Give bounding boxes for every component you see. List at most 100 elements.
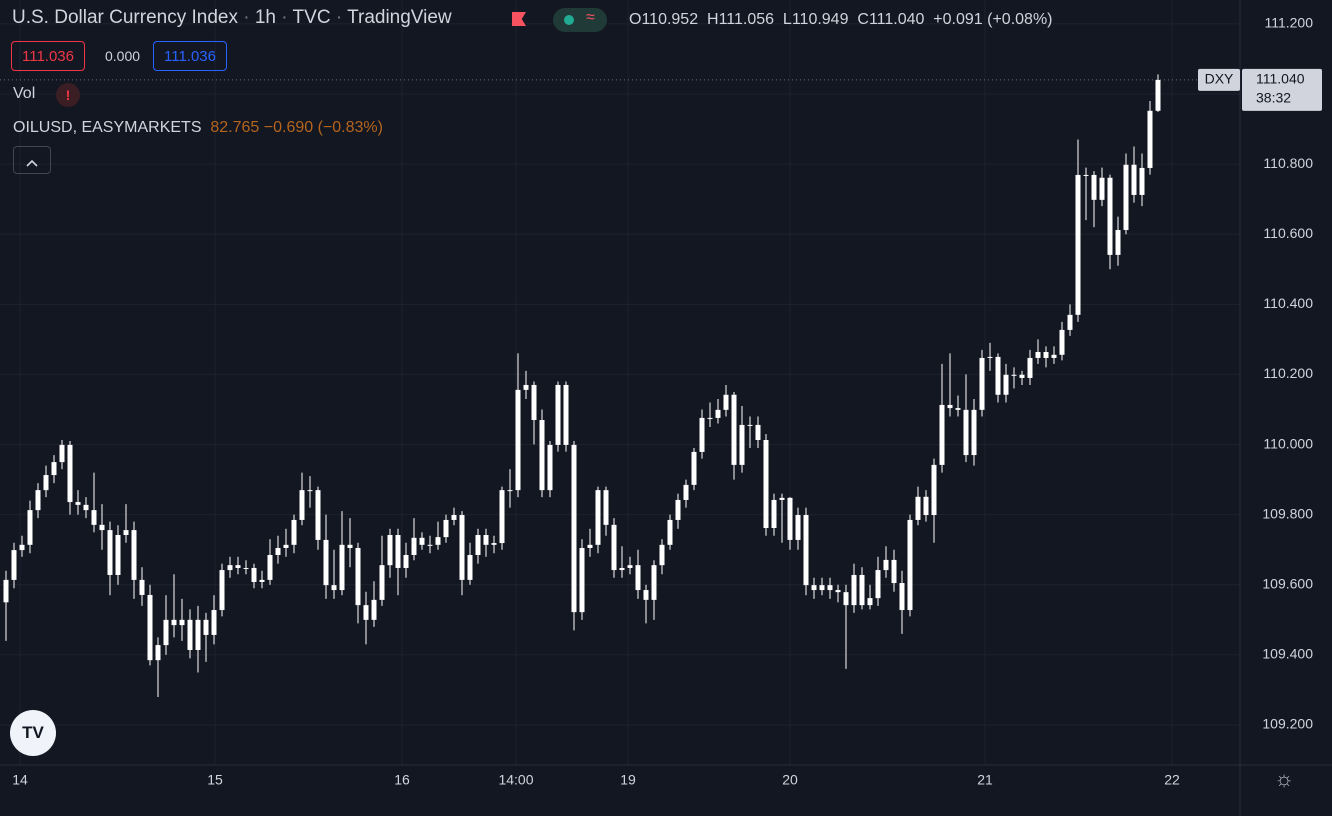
candle-body bbox=[595, 490, 601, 545]
candle-body bbox=[915, 496, 921, 520]
x-tick-label: 22 bbox=[1164, 772, 1180, 788]
candle-body bbox=[731, 394, 737, 465]
candle-body bbox=[707, 417, 713, 419]
y-tick-label: 109.200 bbox=[1262, 716, 1313, 732]
symbol-tag-bg bbox=[1198, 68, 1240, 91]
candle-body bbox=[435, 537, 441, 545]
candle-body bbox=[1083, 174, 1089, 176]
candle-body bbox=[659, 544, 665, 566]
candle-body bbox=[107, 530, 113, 575]
y-tick-label: 109.400 bbox=[1262, 646, 1313, 662]
candle-body bbox=[379, 565, 385, 600]
candle-body bbox=[1091, 174, 1097, 200]
y-tick-label: 110.800 bbox=[1263, 155, 1313, 171]
interval: 1h bbox=[254, 7, 276, 28]
candle-body bbox=[19, 544, 25, 551]
candle-body bbox=[275, 547, 281, 555]
x-tick-label: 19 bbox=[620, 772, 636, 788]
candle-body bbox=[579, 547, 585, 613]
candle-body bbox=[115, 535, 121, 575]
candle-body bbox=[1155, 79, 1161, 111]
candle-body bbox=[835, 590, 841, 593]
ohlc: O110.952 H111.056 L110.949 C111.040 +0.0… bbox=[629, 11, 1053, 29]
candle-body bbox=[251, 567, 257, 582]
candle-body bbox=[739, 424, 745, 465]
flag-icon[interactable] bbox=[512, 12, 526, 26]
source: TradingView bbox=[347, 7, 452, 28]
candle-body bbox=[59, 444, 65, 463]
ohlc-o-value: 110.952 bbox=[641, 11, 699, 28]
candle-body bbox=[315, 490, 321, 540]
x-tick-label: 14:00 bbox=[498, 772, 533, 788]
candle-body bbox=[419, 537, 425, 545]
candle-body bbox=[179, 619, 185, 626]
candle-body bbox=[531, 384, 537, 421]
candle-body bbox=[299, 490, 305, 520]
candle-body bbox=[523, 384, 529, 390]
candle-body bbox=[339, 544, 345, 591]
compare-row[interactable]: OILUSD, EASYMARKETS 82.765 −0.690 (−0.83… bbox=[13, 119, 383, 137]
candle-body bbox=[635, 565, 641, 591]
candle-body bbox=[827, 585, 833, 591]
collapse-button[interactable] bbox=[13, 146, 51, 174]
compare-change: −0.690 (−0.83%) bbox=[263, 119, 383, 136]
candle-body bbox=[1115, 229, 1121, 255]
candle-body bbox=[947, 404, 953, 409]
ohlc-l-value: 110.949 bbox=[791, 11, 849, 28]
candle-body bbox=[123, 530, 129, 536]
candle-body bbox=[763, 439, 769, 528]
candle-body bbox=[3, 579, 9, 603]
candle-body bbox=[147, 594, 153, 661]
candle-body bbox=[587, 544, 593, 548]
candle-body bbox=[83, 504, 89, 511]
x-tick-label: 21 bbox=[977, 772, 993, 788]
market-status[interactable]: ≈ bbox=[553, 8, 607, 32]
candle-body bbox=[403, 554, 409, 568]
candle-body bbox=[411, 537, 417, 555]
candle-body bbox=[787, 497, 793, 540]
candle-body bbox=[939, 404, 945, 465]
candle-body bbox=[691, 451, 697, 485]
buy-button[interactable]: 111.036 bbox=[153, 41, 227, 71]
ohlc-h-value: 111.056 bbox=[718, 11, 775, 28]
x-tick-label: 15 bbox=[207, 772, 223, 788]
candle-body bbox=[1075, 174, 1081, 315]
candle-body bbox=[195, 619, 201, 651]
candle-body bbox=[1051, 354, 1057, 358]
y-tick-label: 110.600 bbox=[1263, 225, 1313, 241]
tradingview-logo[interactable]: TV bbox=[10, 710, 56, 756]
candle-body bbox=[795, 515, 801, 540]
candle-body bbox=[563, 384, 569, 445]
candle-body bbox=[259, 579, 265, 582]
status-dot bbox=[564, 15, 574, 25]
candle-body bbox=[1131, 164, 1137, 195]
candle-body bbox=[819, 585, 825, 591]
settings-gear[interactable]: ☼ bbox=[1274, 766, 1295, 791]
candle-body bbox=[163, 619, 169, 646]
candle-body bbox=[643, 590, 649, 600]
candle-body bbox=[667, 519, 673, 545]
candle-body bbox=[1043, 351, 1049, 358]
candle-body bbox=[867, 598, 873, 606]
candle-body bbox=[987, 356, 993, 358]
y-tick-label: 110.000 bbox=[1263, 435, 1313, 451]
candle-body bbox=[427, 544, 433, 546]
volume-label[interactable]: Vol bbox=[13, 85, 36, 102]
candle-body bbox=[571, 444, 577, 613]
candle-body bbox=[747, 424, 753, 426]
countdown: 38:32 bbox=[1256, 90, 1291, 106]
candle-body bbox=[1059, 329, 1065, 355]
candle-body bbox=[291, 519, 297, 545]
candle-body bbox=[755, 424, 761, 440]
candle-body bbox=[683, 484, 689, 500]
candle-body bbox=[955, 408, 961, 410]
candle-body bbox=[699, 417, 705, 452]
sell-button[interactable]: 111.036 bbox=[11, 41, 85, 71]
volume-warning[interactable]: ! bbox=[56, 83, 80, 107]
candle-body bbox=[651, 565, 657, 600]
candle-body bbox=[1019, 374, 1025, 378]
symbol-header[interactable]: U.S. Dollar Currency Index · 1h · TVC · … bbox=[12, 7, 452, 28]
candle-body bbox=[67, 444, 73, 503]
candle-body bbox=[203, 619, 209, 635]
